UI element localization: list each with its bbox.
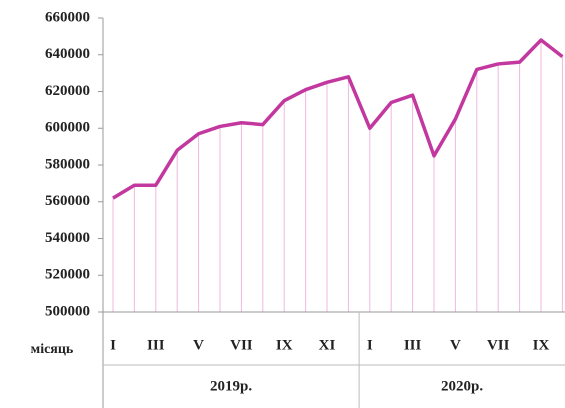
x-tick-label: I: [367, 337, 373, 353]
group-label: 2020р.: [441, 378, 483, 394]
y-tick-label: 620000: [45, 83, 90, 99]
x-tick-label: V: [193, 337, 204, 353]
y-tick-label: 600000: [45, 120, 90, 136]
x-axis-label: місяць: [31, 342, 74, 357]
x-tick-label: IX: [276, 337, 293, 353]
y-tick-label: 660000: [45, 9, 90, 25]
x-tick-label: I: [110, 337, 116, 353]
data-line: [112, 38, 564, 200]
group-label: 2019р.: [210, 378, 252, 394]
x-tick-label: VII: [230, 337, 253, 353]
y-tick-label: 500000: [45, 303, 90, 319]
x-tick-label: IX: [533, 337, 550, 353]
y-tick-label: 580000: [45, 156, 90, 172]
y-tick-label: 560000: [45, 193, 90, 209]
y-tick-label: 640000: [45, 46, 90, 62]
x-tick-label: III: [147, 337, 165, 353]
x-tick-label: V: [450, 337, 461, 353]
y-tick-label: 520000: [45, 267, 90, 283]
x-tick-label: VII: [487, 337, 510, 353]
y-tick-label: 540000: [45, 230, 90, 246]
x-tick-label: III: [404, 337, 422, 353]
x-tick-label: XI: [319, 337, 336, 353]
